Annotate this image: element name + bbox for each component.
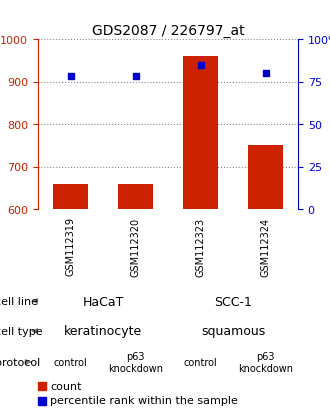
Text: p63
knockdown: p63 knockdown — [108, 351, 163, 373]
Text: GSM112324: GSM112324 — [260, 217, 271, 276]
Text: GSM112319: GSM112319 — [65, 217, 76, 276]
Text: cell type: cell type — [0, 326, 43, 336]
Bar — [248, 146, 283, 209]
Text: count: count — [50, 382, 82, 392]
Text: control: control — [183, 357, 217, 367]
Bar — [52, 184, 88, 209]
Text: GSM112320: GSM112320 — [130, 217, 141, 276]
Text: SCC-1: SCC-1 — [214, 295, 252, 308]
Text: HaCaT: HaCaT — [82, 295, 124, 308]
Bar — [182, 57, 218, 209]
Text: control: control — [53, 357, 87, 367]
Bar — [117, 184, 153, 209]
Text: keratinocyte: keratinocyte — [64, 325, 142, 338]
Text: percentile rank within the sample: percentile rank within the sample — [50, 396, 238, 406]
Text: protocol: protocol — [0, 357, 40, 367]
Text: squamous: squamous — [201, 325, 265, 338]
Text: GSM112323: GSM112323 — [195, 217, 206, 276]
Text: cell line: cell line — [0, 296, 38, 306]
Text: p63
knockdown: p63 knockdown — [238, 351, 293, 373]
Title: GDS2087 / 226797_at: GDS2087 / 226797_at — [92, 24, 244, 38]
